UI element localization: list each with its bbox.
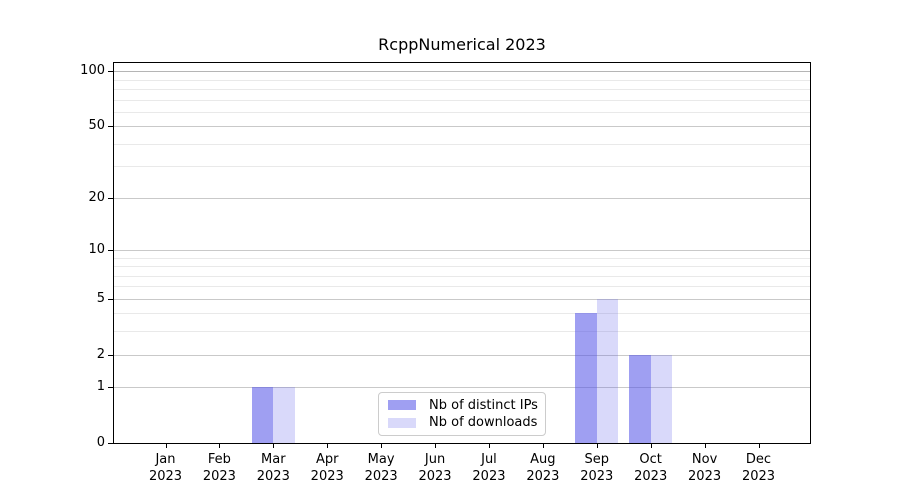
- y-tick-label: 5: [96, 290, 105, 306]
- y-tick-mark: [108, 443, 113, 444]
- x-tick-mark: [327, 444, 329, 448]
- y-tick-label: 10: [88, 241, 105, 257]
- x-tick-mark: [650, 444, 652, 448]
- x-tick-year: 2023: [310, 469, 344, 484]
- x-tick-year: 2023: [364, 469, 398, 484]
- x-tick-label: Aug 2023: [508, 451, 578, 485]
- x-tick-month: Nov: [691, 452, 718, 467]
- legend-row: Nb of downloads: [388, 415, 538, 431]
- gridline-minor: [114, 266, 810, 268]
- gridline-minor: [114, 286, 810, 288]
- y-tick-label: 20: [88, 189, 105, 205]
- x-tick-label: Oct 2023: [616, 451, 686, 485]
- x-tick-label: Nov 2023: [670, 451, 740, 485]
- legend-label: Nb of downloads: [429, 415, 538, 431]
- x-tick-year: 2023: [688, 469, 722, 484]
- x-tick-year: 2023: [634, 469, 668, 484]
- x-tick-month: Oct: [639, 452, 662, 467]
- x-tick-month: Sep: [584, 452, 610, 467]
- gridline-minor: [114, 143, 810, 145]
- bar-distinct-ips: [251, 387, 274, 443]
- x-tick-year: 2023: [256, 469, 290, 484]
- x-tick-label: May 2023: [346, 451, 416, 485]
- x-tick-month: Dec: [745, 452, 772, 467]
- x-tick-month: Jul: [481, 452, 497, 467]
- x-tick-label: Jun 2023: [400, 451, 470, 485]
- x-tick-label: Sep 2023: [562, 451, 632, 485]
- x-tick-label: Dec 2023: [724, 451, 794, 485]
- y-tick-mark: [108, 71, 113, 73]
- gridline-major: [114, 354, 810, 356]
- gridline-major: [114, 298, 810, 300]
- bar-distinct-ips: [629, 354, 651, 443]
- legend-swatch-downloads: [388, 417, 416, 428]
- x-tick-month: Jun: [424, 452, 446, 467]
- y-tick-mark: [108, 126, 113, 128]
- gridline-minor: [114, 89, 810, 91]
- x-tick-year: 2023: [202, 469, 236, 484]
- plot-area: [113, 62, 811, 444]
- gridline-minor: [114, 331, 810, 333]
- gridline-major: [114, 249, 810, 251]
- x-tick-mark: [488, 444, 490, 448]
- bar-distinct-ips: [575, 313, 597, 443]
- legend-box: Nb of distinct IPs Nb of downloads: [378, 392, 546, 436]
- y-tick-mark: [108, 354, 113, 356]
- x-tick-year: 2023: [148, 469, 183, 484]
- y-tick-label: 0: [96, 435, 105, 450]
- x-tick-month: Apr: [315, 452, 339, 467]
- gridline-minor: [114, 79, 810, 81]
- x-tick-mark: [273, 444, 275, 448]
- x-tick-mark: [219, 444, 221, 448]
- gridline-major: [114, 126, 810, 128]
- x-tick-mark: [758, 444, 760, 448]
- x-tick-label: Jul 2023: [454, 451, 524, 485]
- x-tick-month: Mar: [261, 452, 286, 467]
- x-tick-year: 2023: [580, 469, 614, 484]
- y-tick-mark: [108, 197, 113, 199]
- x-tick-month: Feb: [207, 452, 231, 467]
- x-tick-year: 2023: [741, 469, 776, 484]
- gridline-minor: [114, 99, 810, 101]
- gridline-major: [114, 197, 810, 199]
- chart-title: RcppNumerical 2023: [378, 35, 546, 54]
- x-tick-label: Jan 2023: [131, 451, 201, 485]
- bar-downloads: [596, 298, 619, 443]
- x-tick-label: Apr 2023: [292, 451, 362, 485]
- x-tick-mark: [165, 444, 167, 448]
- x-tick-mark: [435, 444, 437, 448]
- x-tick-year: 2023: [472, 469, 506, 484]
- x-tick-mark: [542, 444, 544, 448]
- y-tick-label: 50: [88, 118, 105, 134]
- y-tick-mark: [108, 298, 113, 300]
- y-tick-mark: [108, 249, 113, 251]
- bar-downloads: [650, 354, 673, 443]
- x-tick-mark: [596, 444, 598, 448]
- y-tick-label: 1: [96, 379, 105, 395]
- bar-downloads: [273, 387, 295, 443]
- x-tick-mark: [704, 444, 706, 448]
- gridline-minor: [114, 313, 810, 315]
- x-tick-year: 2023: [526, 469, 560, 484]
- gridline-major: [114, 387, 810, 389]
- x-tick-year: 2023: [418, 469, 452, 484]
- gridline-minor: [114, 275, 810, 277]
- gridline-major: [114, 71, 810, 73]
- legend-swatch-distinct-ips: [388, 400, 416, 411]
- y-tick-label: 2: [96, 346, 105, 362]
- x-tick-month: Jan: [155, 452, 176, 467]
- gridline-minor: [114, 257, 810, 259]
- legend-row: Nb of distinct IPs: [388, 397, 538, 413]
- y-tick-mark: [108, 387, 113, 389]
- gridline-minor: [114, 166, 810, 168]
- x-tick-label: Mar 2023: [238, 451, 308, 485]
- x-tick-mark: [381, 444, 383, 448]
- legend-label: Nb of distinct IPs: [429, 397, 538, 413]
- x-tick-label: Feb 2023: [184, 451, 254, 485]
- y-tick-label: 100: [80, 63, 105, 79]
- x-tick-month: Aug: [530, 452, 556, 467]
- gridline-minor: [114, 111, 810, 113]
- x-tick-month: May: [367, 452, 395, 467]
